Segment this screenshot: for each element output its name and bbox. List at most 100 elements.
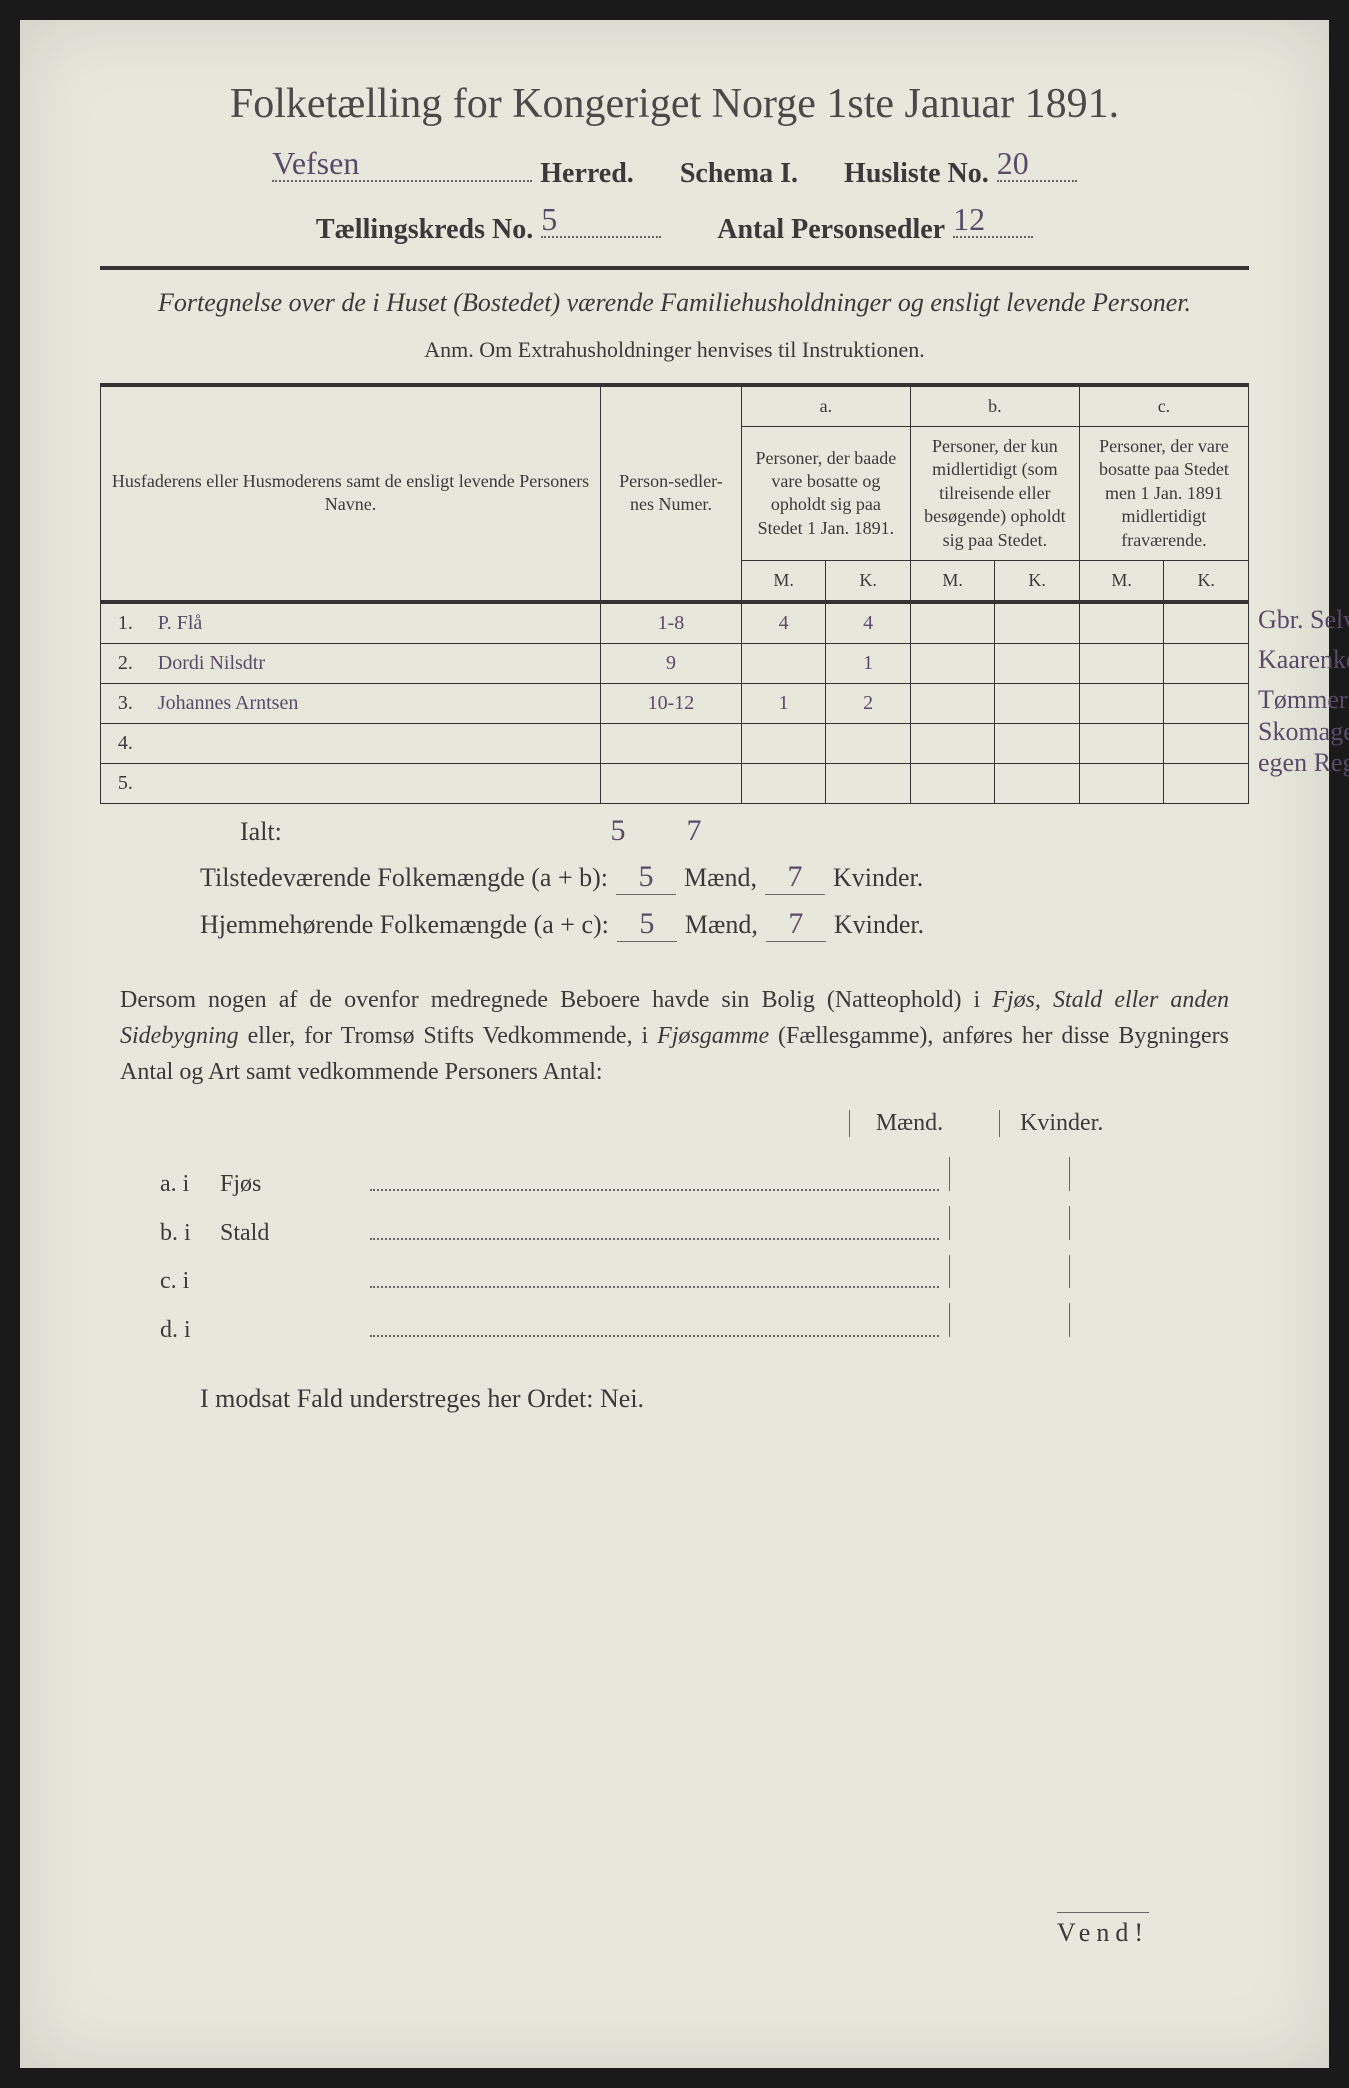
row-bm [910, 644, 995, 684]
row-cm [1079, 764, 1164, 804]
row-name: P. Flå [150, 602, 601, 644]
vend-label: Vend! [1057, 1912, 1149, 1948]
ialt-label: Ialt: [240, 817, 580, 847]
row-am [741, 764, 826, 804]
row-am [741, 644, 826, 684]
row-bm [910, 602, 995, 644]
row-cm [1079, 684, 1164, 724]
row-personsedler: 9 [601, 644, 742, 684]
header-line-1: Vefsen Herred. Schema I. Husliste No. 20 [100, 148, 1249, 190]
row-cm [1079, 644, 1164, 684]
sub-row-name: Stald [220, 1220, 360, 1247]
ialt-row: Ialt: 5 7 [100, 814, 1249, 848]
row-ck: Tømmermd. og Skomager for egen Regn. [1164, 684, 1249, 724]
sub-row-m [949, 1206, 1069, 1240]
sub-table-row: b. i Stald [160, 1206, 1189, 1247]
para-em2: Fjøsgamme [657, 1023, 769, 1049]
row-bk [995, 684, 1080, 724]
tellingskreds-value: 5 [541, 201, 557, 238]
row-personsedler: 10-12 [601, 684, 742, 724]
row-num: 2. [101, 644, 150, 684]
page-title: Folketælling for Kongeriget Norge 1ste J… [100, 80, 1249, 128]
b-m: M. [910, 560, 995, 602]
divider [100, 266, 1249, 270]
sub-mk-header: Mænd. Kvinder. [100, 1110, 1249, 1137]
col-header-num: Person-sedler-nes Numer. [601, 385, 742, 603]
row-annotation: Gbr. Selv. [1258, 604, 1349, 635]
row-ck: Gbr. Selv. [1164, 602, 1249, 644]
row-name [150, 764, 601, 804]
sub-table-row: a. i Fjøs [160, 1157, 1189, 1198]
sub-row-dots [370, 1264, 939, 1288]
row-cm [1079, 724, 1164, 764]
husliste-field: 20 [997, 148, 1077, 182]
row-ak [826, 764, 911, 804]
husliste-value: 20 [997, 145, 1029, 182]
tellingskreds-field: 5 [541, 205, 661, 239]
row-bk [995, 764, 1080, 804]
row-ak: 2 [826, 684, 911, 724]
sub-row-label: c. i [160, 1268, 220, 1295]
row-bk [995, 644, 1080, 684]
census-form-page: Folketælling for Kongeriget Norge 1ste J… [20, 20, 1329, 2068]
sub-table-row: d. i [160, 1303, 1189, 1344]
table-row: 1. P. Flå 1-8 4 4 Gbr. Selv. [101, 602, 1249, 644]
c-m: M. [1079, 560, 1164, 602]
row-am: 1 [741, 684, 826, 724]
col-header-name: Husfaderens eller Husmoderens samt de en… [101, 385, 601, 603]
row-ak [826, 724, 911, 764]
closing-line: I modsat Fald understreges her Ordet: Ne… [200, 1384, 1249, 1414]
anm-note: Anm. Om Extrahusholdninger henvises til … [100, 337, 1249, 363]
sub-row-label: d. i [160, 1317, 220, 1344]
table-row: 5. [101, 764, 1249, 804]
sub-row-m [949, 1157, 1069, 1191]
row-personsedler: 1-8 [601, 602, 742, 644]
main-table: Husfaderens eller Husmoderens samt de en… [100, 383, 1249, 805]
row-num: 3. [101, 684, 150, 724]
row-bm [910, 684, 995, 724]
col-b-head: b. [910, 385, 1079, 427]
antal-field: 12 [953, 205, 1033, 239]
calc-line-2: Hjemmehørende Folkemængde (a + c): 5 Mæn… [100, 907, 1249, 942]
kvinder-label: Kvinder. [833, 863, 923, 893]
herred-value: Vefsen [272, 145, 359, 182]
sub-row-dots [370, 1313, 939, 1337]
para-t1: Dersom nogen af de ovenfor medregnede Be… [120, 987, 992, 1013]
row-name: Johannes Arntsen [150, 684, 601, 724]
row-num: 5. [101, 764, 150, 804]
calc1-m: 5 [639, 860, 654, 893]
calc2-m: 5 [639, 907, 654, 940]
sub-maend: Mænd. [849, 1110, 949, 1137]
kvinder-label-2: Kvinder. [834, 910, 924, 940]
sub-row-m [949, 1303, 1069, 1337]
schema-label: Schema I. [680, 158, 798, 190]
calc1-label: Tilstedeværende Folkemængde (a + b): [200, 863, 608, 893]
table-row: 4. [101, 724, 1249, 764]
maend-label-2: Mænd, [685, 910, 758, 940]
col-a-desc: Personer, der baade vare bosatte og opho… [741, 426, 910, 560]
row-bm [910, 764, 995, 804]
sub-kvinder: Kvinder. [999, 1110, 1099, 1137]
b-k: K. [995, 560, 1080, 602]
herred-field: Vefsen [272, 148, 532, 182]
col-c-desc: Personer, der vare bosatte paa Stedet me… [1079, 426, 1248, 560]
ialt-k: 7 [687, 814, 702, 847]
calc1-k: 7 [787, 860, 802, 893]
sub-row-k [1069, 1206, 1189, 1240]
sub-row-k [1069, 1303, 1189, 1337]
row-bm [910, 724, 995, 764]
calc2-label: Hjemmehørende Folkemængde (a + c): [200, 910, 609, 940]
sub-row-m [949, 1255, 1069, 1289]
tellingskreds-label: Tællingskreds No. [316, 214, 533, 246]
col-b-desc: Personer, der kun midlertidigt (som tilr… [910, 426, 1079, 560]
row-annotation: Kaarenke [1258, 644, 1349, 675]
para-t2: eller, for Tromsø Stifts Vedkommende, i [239, 1023, 657, 1049]
a-m: M. [741, 560, 826, 602]
row-num: 4. [101, 724, 150, 764]
row-annotation: Tømmermd. og Skomager for egen Regn. [1258, 684, 1349, 778]
table-row: 2. Dordi Nilsdtr 9 1 Kaarenke [101, 644, 1249, 684]
subtitle: Fortegnelse over de i Huset (Bostedet) v… [100, 285, 1249, 321]
calc2-k: 7 [788, 907, 803, 940]
sub-row-k [1069, 1255, 1189, 1289]
row-personsedler [601, 764, 742, 804]
